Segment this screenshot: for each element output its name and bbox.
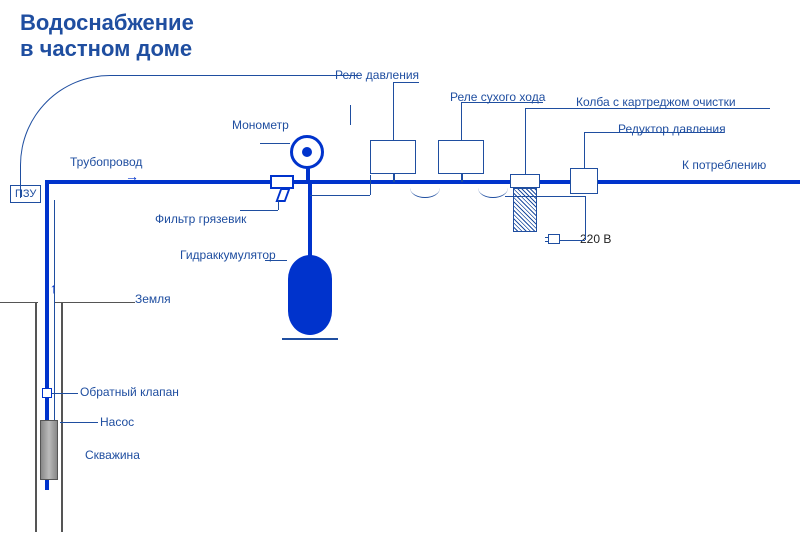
ground-line-2 <box>55 302 135 303</box>
wire-left-h1 <box>310 195 370 196</box>
check-valve-leader <box>52 393 78 394</box>
accumulator-leader <box>265 260 287 261</box>
well-casing <box>35 302 63 532</box>
pump-label: Насос <box>100 415 134 429</box>
dirt-filter-label: Фильтр грязевик <box>155 212 246 226</box>
dirt-filter-leader <box>240 210 278 211</box>
power-plug-icon <box>548 234 560 244</box>
wire-to-plug-h <box>505 196 585 197</box>
pressure-reducer-box <box>570 168 598 194</box>
wire-loop-1 <box>410 178 440 198</box>
pressure-reducer-label: Редуктор давления <box>618 122 726 136</box>
dry-run-relay-leader-h <box>461 102 543 103</box>
pump-leader <box>60 422 98 423</box>
pressure-relay-conn <box>393 174 395 182</box>
reducer-leader-h <box>584 132 724 133</box>
ground-line <box>0 302 38 303</box>
well-label: Скважина <box>85 448 140 462</box>
pump-body <box>40 420 58 480</box>
pressure-relay-leader-h <box>393 82 419 83</box>
wire-to-pump <box>54 200 55 420</box>
dry-run-relay-box <box>438 140 484 174</box>
accumulator-tank <box>288 255 332 335</box>
check-valve-marker <box>42 388 52 398</box>
wire-loop-2 <box>478 178 508 198</box>
diagram-title: Водоснабжение в частном доме <box>20 10 194 63</box>
wire-to-plug-h2 <box>560 240 585 241</box>
pressure-relay-box <box>370 140 416 174</box>
wire-left-v0 <box>370 175 371 195</box>
dry-run-relay-leader-v <box>461 102 462 140</box>
wire-top-arc <box>20 75 360 195</box>
title-line-2: в частном доме <box>20 36 192 61</box>
to-consumption-label: К потреблению <box>682 158 766 172</box>
cartridge-leader-h <box>525 108 770 109</box>
accumulator-stand <box>282 338 338 340</box>
wire-down-left <box>20 168 21 198</box>
cartridge-leader-v <box>525 108 526 174</box>
reducer-leader-v <box>584 132 585 168</box>
ground-label: Земля <box>135 292 171 306</box>
dirt-filter-leader-v <box>278 200 279 210</box>
cartridge-body <box>513 188 537 232</box>
cartridge-label: Колба с картреджом очистки <box>576 95 736 109</box>
title-line-1: Водоснабжение <box>20 10 194 35</box>
pressure-relay-leader-v <box>393 82 394 140</box>
wire-to-plug-v <box>585 196 586 240</box>
check-valve-label: Обратный клапан <box>80 385 179 399</box>
dry-run-relay-conn <box>461 174 463 182</box>
cartridge-top <box>510 174 540 188</box>
accumulator-label: Гидраккумулятор <box>180 248 276 262</box>
